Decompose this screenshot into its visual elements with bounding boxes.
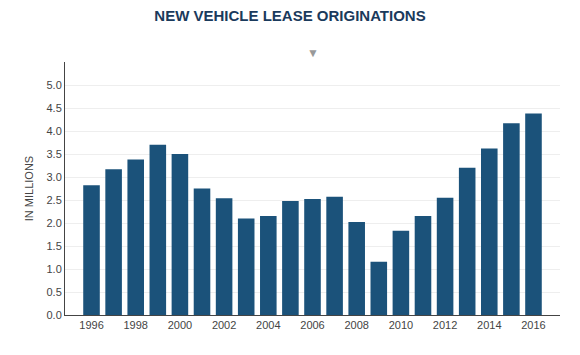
svg-text:2.0: 2.0 <box>47 217 62 229</box>
svg-text:3.5: 3.5 <box>47 148 62 160</box>
svg-text:0.0: 0.0 <box>47 309 62 321</box>
svg-text:2006: 2006 <box>300 319 324 331</box>
svg-text:2010: 2010 <box>389 319 413 331</box>
svg-text:5.0: 5.0 <box>47 79 62 91</box>
svg-text:3.0: 3.0 <box>47 171 62 183</box>
svg-text:1996: 1996 <box>79 319 103 331</box>
svg-text:0.5: 0.5 <box>47 286 62 298</box>
svg-text:IN MILLIONS: IN MILLIONS <box>23 156 35 221</box>
svg-text:2016: 2016 <box>521 319 545 331</box>
svg-text:4.5: 4.5 <box>47 102 62 114</box>
svg-text:2014: 2014 <box>477 319 501 331</box>
svg-text:1.0: 1.0 <box>47 263 62 275</box>
svg-text:2000: 2000 <box>168 319 192 331</box>
svg-text:2008: 2008 <box>344 319 368 331</box>
svg-text:2002: 2002 <box>212 319 236 331</box>
svg-text:▼: ▼ <box>307 46 319 60</box>
svg-text:4.0: 4.0 <box>47 125 62 137</box>
svg-text:1.5: 1.5 <box>47 240 62 252</box>
svg-text:NEW VEHICLE LEASE ORIGINATIONS: NEW VEHICLE LEASE ORIGINATIONS <box>154 7 425 24</box>
svg-text:2.5: 2.5 <box>47 194 62 206</box>
svg-text:1998: 1998 <box>123 319 147 331</box>
svg-text:2004: 2004 <box>256 319 280 331</box>
svg-text:2012: 2012 <box>433 319 457 331</box>
